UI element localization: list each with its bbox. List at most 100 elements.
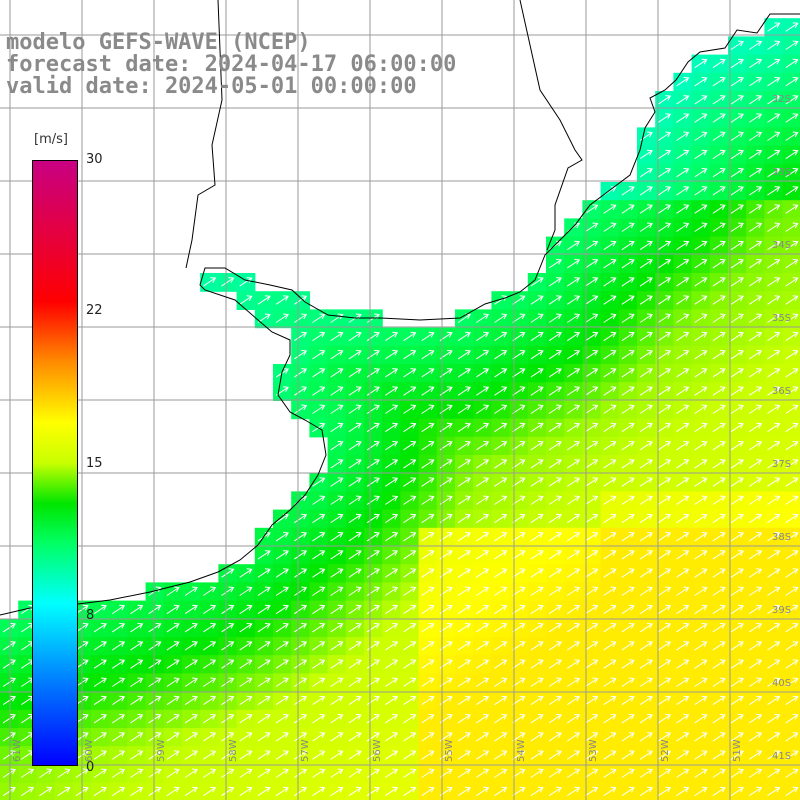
wind-arrow — [658, 204, 672, 214]
wind-arrow — [366, 750, 380, 760]
wind-arrow — [658, 695, 672, 706]
wind-arrow — [548, 604, 562, 615]
wind-arrow — [712, 677, 726, 687]
wind-arrow — [603, 604, 617, 615]
wind-arrow — [403, 786, 417, 797]
wind-arrow — [567, 641, 581, 651]
wind-arrow — [767, 459, 781, 469]
wind-arrow — [112, 695, 126, 706]
wind-arrow — [421, 422, 435, 433]
wind-arrow — [330, 477, 344, 487]
wind-arrow — [494, 604, 508, 615]
wind-arrow — [476, 550, 490, 560]
wind-arrow — [621, 750, 635, 760]
wind-arrow — [348, 459, 362, 469]
wind-arrow — [712, 113, 726, 123]
wind-arrow — [639, 422, 653, 433]
wind-arrow — [767, 258, 781, 269]
wind-arrow — [476, 386, 490, 396]
wind-arrow — [93, 604, 107, 615]
wind-arrow — [512, 659, 526, 669]
wind-arrow — [712, 58, 726, 69]
wind-arrow — [730, 40, 744, 50]
wind-arrow — [130, 786, 144, 797]
wind-arrow — [712, 786, 726, 797]
wind-arrow — [767, 495, 781, 505]
wind-arrow — [112, 713, 126, 724]
wind-arrow — [785, 95, 799, 105]
wind-arrow — [567, 422, 581, 433]
wind-arrow — [294, 786, 308, 797]
wind-arrow — [767, 222, 781, 232]
wind-arrow — [148, 695, 162, 706]
wind-arrow — [294, 713, 308, 724]
wind-arrow — [312, 404, 326, 414]
wind-arrow — [694, 349, 708, 360]
wind-arrow — [694, 695, 708, 706]
wind-arrow — [749, 786, 763, 797]
wind-arrow — [567, 513, 581, 524]
wind-arrow — [567, 386, 581, 396]
wind-arrow — [312, 349, 326, 360]
wind-arrow — [312, 477, 326, 487]
wind-arrow — [785, 131, 799, 141]
wind-arrow — [621, 586, 635, 596]
wind-arrow — [749, 313, 763, 323]
wind-arrow — [785, 58, 799, 69]
wind-arrow — [749, 440, 763, 451]
wind-arrow — [203, 659, 217, 669]
wind-arrow — [530, 750, 544, 760]
wind-arrow — [567, 732, 581, 742]
wind-arrow — [639, 258, 653, 269]
wind-arrow — [621, 641, 635, 651]
wind-arrow — [294, 622, 308, 633]
wind-arrow — [639, 149, 653, 160]
wind-arrow — [567, 277, 581, 287]
wind-arrow — [312, 677, 326, 687]
wind-arrow — [712, 368, 726, 378]
wind-arrow — [603, 440, 617, 451]
wind-arrow — [621, 477, 635, 487]
wind-arrow — [603, 659, 617, 669]
wind-arrow — [294, 768, 308, 778]
wind-arrow — [785, 459, 799, 469]
wind-arrow — [730, 786, 744, 797]
wind-arrow — [767, 40, 781, 50]
wind-arrow — [275, 713, 289, 724]
wind-arrow — [330, 550, 344, 560]
wind-arrow — [494, 677, 508, 687]
wind-arrow — [512, 550, 526, 560]
wind-arrow — [767, 95, 781, 105]
wind-arrow — [203, 713, 217, 724]
wind-arrow — [749, 404, 763, 414]
wind-arrow — [658, 732, 672, 742]
wind-arrow — [785, 531, 799, 542]
wind-arrow — [294, 750, 308, 760]
wind-arrow — [476, 659, 490, 669]
wind-arrow — [330, 713, 344, 724]
wind-arrow — [712, 95, 726, 105]
wind-arrow — [494, 349, 508, 360]
wind-arrow — [548, 258, 562, 269]
wind-arrow — [476, 732, 490, 742]
wind-arrow — [749, 477, 763, 487]
wind-arrow — [476, 768, 490, 778]
wind-arrow — [730, 58, 744, 69]
wind-arrow — [221, 622, 235, 633]
wind-arrow — [403, 732, 417, 742]
wind-arrow — [749, 713, 763, 724]
wind-arrow — [512, 695, 526, 706]
wind-arrow — [476, 641, 490, 651]
wind-arrow — [348, 732, 362, 742]
wind-arrow — [658, 386, 672, 396]
wind-arrow — [294, 695, 308, 706]
wind-arrow — [603, 513, 617, 524]
wind-arrow — [730, 222, 744, 232]
valid-date: valid date: 2024-05-01 00:00:00 — [6, 74, 417, 99]
wind-arrow — [203, 677, 217, 687]
wind-arrow — [548, 786, 562, 797]
wind-arrow — [512, 331, 526, 342]
wind-arrow — [785, 368, 799, 378]
wind-arrow — [658, 659, 672, 669]
wind-arrow — [312, 604, 326, 615]
